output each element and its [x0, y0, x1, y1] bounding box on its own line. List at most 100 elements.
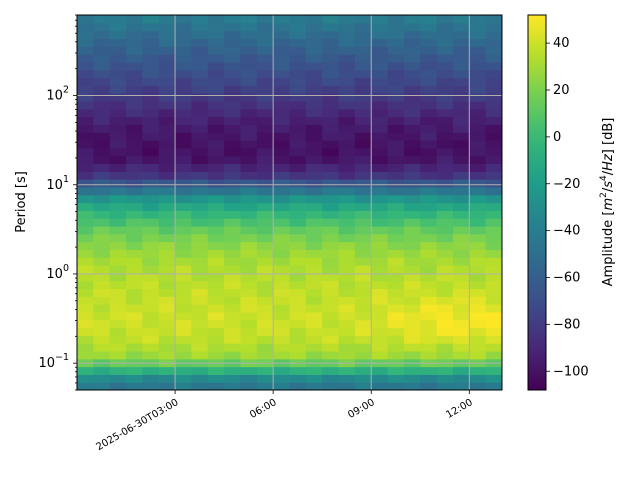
- heatmap-cell: [273, 327, 291, 336]
- heatmap-cell: [469, 265, 487, 274]
- heatmap-cell: [175, 38, 193, 47]
- heatmap-cell: [109, 155, 127, 165]
- heatmap-cell: [158, 38, 176, 47]
- heatmap-cell: [109, 366, 127, 375]
- heatmap-cell: [273, 350, 291, 360]
- heatmap-cell: [191, 304, 209, 313]
- heatmap-cell: [175, 319, 193, 329]
- heatmap-cell: [436, 22, 454, 32]
- heatmap-cell: [240, 15, 258, 24]
- heatmap-cell: [175, 108, 193, 118]
- heatmap-cell: [305, 249, 323, 258]
- heatmap-cell: [485, 171, 502, 180]
- heatmap-cell: [207, 319, 225, 329]
- heatmap-cell: [485, 116, 502, 125]
- heatmap-cell: [273, 140, 291, 149]
- heatmap-cell: [126, 77, 143, 86]
- heatmap-cell: [403, 265, 421, 274]
- heatmap-cell: [354, 218, 372, 227]
- heatmap-cell: [240, 327, 258, 336]
- heatmap-cell: [354, 93, 372, 102]
- heatmap-cell: [469, 210, 487, 219]
- heatmap-cell: [322, 147, 340, 157]
- heatmap-cell: [322, 374, 340, 383]
- heatmap-cell: [305, 116, 323, 125]
- heatmap-cell: [240, 343, 258, 352]
- heatmap-cell: [403, 15, 421, 24]
- heatmap-cell: [420, 218, 438, 227]
- heatmap-cell: [142, 140, 160, 149]
- heatmap-cell: [93, 210, 111, 219]
- heatmap-cell: [273, 210, 291, 219]
- heatmap-cell: [109, 343, 127, 352]
- heatmap-cell: [436, 100, 454, 110]
- heatmap-cell: [109, 327, 127, 336]
- heatmap-cell: [109, 116, 127, 125]
- heatmap-cell: [436, 202, 454, 211]
- heatmap-cell: [142, 100, 160, 110]
- heatmap-cell: [469, 155, 487, 165]
- heatmap-cell: [452, 218, 470, 227]
- heatmap-cell: [403, 382, 421, 390]
- heatmap-cell: [93, 100, 111, 110]
- heatmap-cell: [175, 265, 193, 274]
- heatmap-cell: [289, 327, 307, 336]
- heatmap-cell: [322, 249, 340, 258]
- heatmap-cell: [322, 54, 340, 63]
- heatmap-cell: [240, 179, 258, 188]
- heatmap-cell: [403, 77, 421, 86]
- heatmap-cell: [436, 140, 454, 149]
- heatmap-cell: [289, 69, 307, 79]
- y-axis-ticks: 10−1 100 101 102: [38, 14, 77, 391]
- heatmap-cell: [142, 116, 160, 125]
- heatmap-cell: [224, 194, 242, 204]
- heatmap-cell: [387, 85, 405, 94]
- heatmap-cell: [403, 61, 421, 71]
- heatmap-cell: [469, 54, 487, 63]
- heatmap-cell: [224, 350, 242, 360]
- heatmap-cell: [420, 280, 438, 290]
- heatmap-cell: [452, 327, 470, 336]
- heatmap-cell: [338, 327, 356, 336]
- heatmap-cell: [224, 335, 242, 344]
- heatmap-cell: [338, 265, 356, 274]
- heatmap-cell: [158, 85, 176, 94]
- heatmap-cell: [126, 85, 143, 94]
- heatmap-cell: [371, 280, 389, 290]
- heatmap-cell: [175, 382, 193, 390]
- heatmap-cell: [142, 85, 160, 94]
- heatmap-cell: [338, 46, 356, 55]
- heatmap-cell: [305, 194, 323, 204]
- heatmap-cell: [207, 140, 225, 149]
- heatmap-cell: [485, 319, 502, 329]
- heatmap-cell: [240, 241, 258, 250]
- heatmap-cell: [485, 202, 502, 211]
- heatmap-cell: [469, 124, 487, 133]
- heatmap-cell: [207, 233, 225, 243]
- heatmap-cell: [354, 30, 372, 40]
- heatmap-cell: [387, 241, 405, 250]
- heatmap-cell: [207, 38, 225, 47]
- heatmap-cell: [420, 171, 438, 180]
- heatmap-cell: [224, 233, 242, 243]
- heatmap-cell: [240, 374, 258, 383]
- heatmap-cell: [387, 30, 405, 40]
- heatmap-cell: [256, 54, 274, 63]
- heatmap-cell: [77, 272, 94, 282]
- heatmap-cell: [305, 225, 323, 235]
- heatmap-cell: [371, 311, 389, 321]
- heatmap-cell: [126, 272, 143, 282]
- heatmap-cell: [452, 374, 470, 383]
- heatmap-cell: [420, 46, 438, 55]
- heatmap-cell: [371, 288, 389, 297]
- heatmap-cell: [142, 265, 160, 274]
- heatmap-cell: [436, 241, 454, 250]
- heatmap-cell: [371, 366, 389, 375]
- heatmap-cell: [354, 85, 372, 94]
- heatmap-cell: [338, 100, 356, 110]
- heatmap-cell: [240, 350, 258, 360]
- heatmap-cell: [126, 335, 143, 344]
- heatmap-cell: [420, 366, 438, 375]
- heatmap-cell: [93, 124, 111, 133]
- heatmap-cell: [175, 77, 193, 86]
